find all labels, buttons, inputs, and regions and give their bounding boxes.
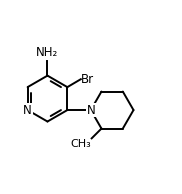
Text: CH₃: CH₃ (70, 139, 91, 149)
Text: N: N (23, 104, 32, 117)
Text: Br: Br (81, 73, 94, 86)
Text: N: N (86, 104, 95, 117)
Text: NH₂: NH₂ (36, 46, 59, 59)
